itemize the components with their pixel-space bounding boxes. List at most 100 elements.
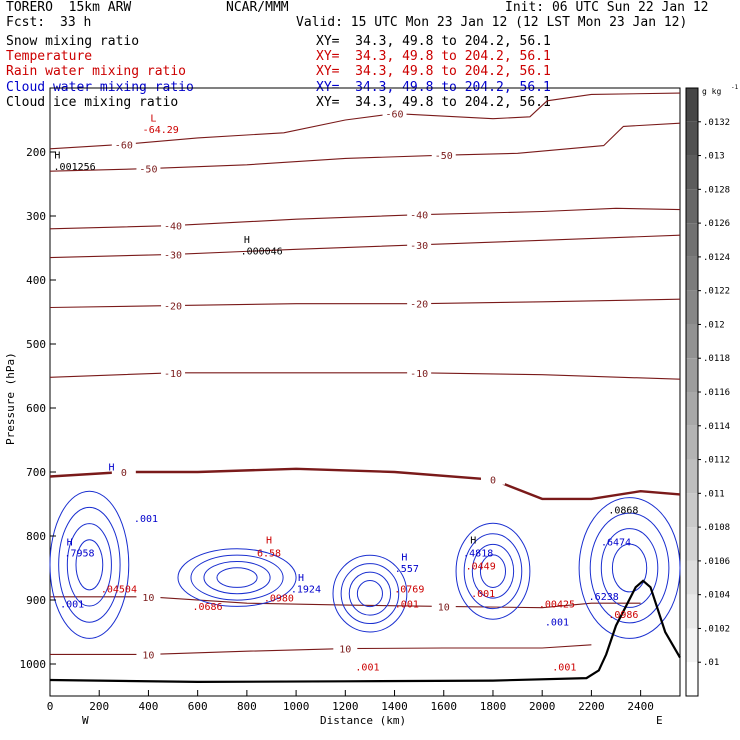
x-tick-label: 0: [47, 700, 54, 713]
colorbar-tick-label: .0118: [703, 354, 730, 364]
y-axis-title: Pressure (hPa): [4, 352, 17, 445]
colorbar-segment: [686, 88, 698, 122]
colorbar-segment: [686, 527, 698, 561]
annotation-label: .04504: [101, 584, 137, 595]
annotation-label: .001: [545, 618, 569, 629]
contour-label: -50: [139, 165, 157, 176]
east-label: E: [656, 714, 663, 727]
annotation-label: .001: [60, 600, 84, 611]
contour-label-bg: [382, 107, 407, 119]
annotation-label: .0868: [608, 506, 638, 517]
colorbar-tick-label: .011: [703, 489, 725, 499]
contour-label-bg: [161, 219, 186, 231]
colorbar-unit-exponent: -1: [731, 84, 739, 91]
cloud-water-contour: [463, 533, 523, 610]
colorbar-segment: [686, 256, 698, 291]
annotation-label: H: [244, 235, 250, 246]
contour-label: 10: [142, 650, 154, 661]
field-name: Temperature: [6, 49, 93, 64]
field-name: Rain water mixing ratio: [6, 64, 187, 79]
y-tick-label: 700: [26, 466, 46, 479]
cloud-water-contour: [203, 560, 271, 595]
center-label: NCAR/MMM: [226, 0, 289, 15]
annotation-label: .001: [395, 600, 419, 611]
contour-label-bg: [136, 590, 161, 602]
annotation-label: 6.58: [257, 548, 281, 559]
field-name: Cloud ice mixing ratio: [6, 95, 179, 110]
temperature-contour: [49, 467, 681, 501]
terrain-line: [49, 579, 681, 684]
contour-label-bg: [431, 600, 456, 612]
field-xy: XY= 34.3, 49.8 to 204.2, 56.1: [316, 49, 551, 64]
colorbar-tick-label: .01: [703, 658, 719, 668]
colorbar-segment: [686, 662, 698, 696]
contour-label: -50: [435, 151, 453, 162]
colorbar-segment: [686, 189, 698, 224]
annotation-label: H: [470, 536, 476, 547]
x-tick-label: 200: [89, 700, 109, 713]
y-tick-label: 900: [26, 594, 46, 607]
cloud-water-contour: [471, 543, 515, 599]
contour-label: -30: [410, 241, 428, 252]
colorbar-segment: [686, 560, 698, 595]
contour-label: -60: [386, 110, 404, 121]
contour-label: 10: [339, 645, 351, 656]
cloud-water-contours: [49, 490, 681, 639]
contour-label: 10: [142, 593, 154, 604]
colorbar-tick-label: .0102: [703, 624, 730, 634]
y-tick-label: 800: [26, 530, 46, 543]
annotation-label: H: [67, 538, 73, 549]
annotation-label: .000046: [241, 246, 283, 257]
x-tick-label: 1600: [431, 700, 458, 713]
colorbar-tick-label: .0126: [703, 219, 730, 229]
west-label: W: [82, 714, 89, 727]
annotation-label: .001: [471, 589, 495, 600]
contour-label: 0: [121, 468, 127, 479]
temperature-contour: [49, 92, 681, 150]
colorbar-segment: [686, 223, 698, 257]
annotation-label: .0986: [608, 610, 638, 621]
x-tick-label: 1200: [332, 700, 359, 713]
cloud-water-contour: [58, 506, 121, 623]
field-xy: XY= 34.3, 49.8 to 204.2, 56.1: [316, 34, 551, 49]
contour-label-bg: [333, 642, 358, 654]
cloud-water-contour: [578, 497, 681, 639]
contour-label: -10: [410, 369, 428, 380]
annotation-label: H: [401, 552, 407, 563]
colorbar-tick-label: .0112: [703, 456, 730, 466]
x-axis-title: Distance (km): [320, 714, 406, 727]
x-tick-label: 600: [188, 700, 208, 713]
annotation-label: .4818: [463, 548, 493, 559]
colorbar-tick-label: .0122: [703, 287, 730, 297]
contour-label-bg: [407, 366, 432, 378]
forecast-hour: 33 h: [60, 15, 92, 30]
annotation-label: .0769: [394, 584, 424, 595]
temperature-contour: [49, 298, 681, 309]
terrain-layer: [49, 579, 681, 684]
axis-layer: 0 200 400 600 800 1000 1200 1400 1600 1800 2000 220…: [20, 146, 654, 713]
contour-label: -10: [164, 369, 182, 380]
contour-label: -20: [410, 300, 428, 311]
annotation-label: H: [266, 536, 272, 547]
annotation-label: .0686: [192, 602, 222, 613]
cloud-water-contour: [479, 554, 507, 589]
contour-label-bg: [136, 648, 161, 660]
cloud-water-contour: [216, 567, 258, 588]
x-tick-label: 2000: [529, 700, 556, 713]
contour-label-bg: [136, 162, 161, 174]
x-tick-label: 1400: [381, 700, 408, 713]
valid-time: Valid: 15 UTC Mon 23 Jan 12 (12 LST Mon …: [296, 15, 688, 30]
x-tick-label: 2200: [578, 700, 605, 713]
field-name: Snow mixing ratio: [6, 34, 140, 49]
temperature-contour: [49, 207, 681, 230]
cloud-water-contour: [340, 563, 400, 625]
contour-label-bg: [431, 149, 456, 161]
y-tick-label: 300: [26, 210, 46, 223]
cloud-water-contour: [66, 523, 112, 607]
colorbar-tick-label: .0106: [703, 557, 730, 567]
temperature-contours: -60 -60 -50 -50 -40 -40 -30 -30 -20 -20 -10 -10 0 0 10…: [49, 92, 681, 661]
colorbar-segment: [686, 459, 698, 494]
colorbar-segment: [686, 392, 698, 426]
contour-label-bg: [161, 366, 186, 378]
field-xy: XY= 34.3, 49.8 to 204.2, 56.1: [316, 95, 551, 110]
